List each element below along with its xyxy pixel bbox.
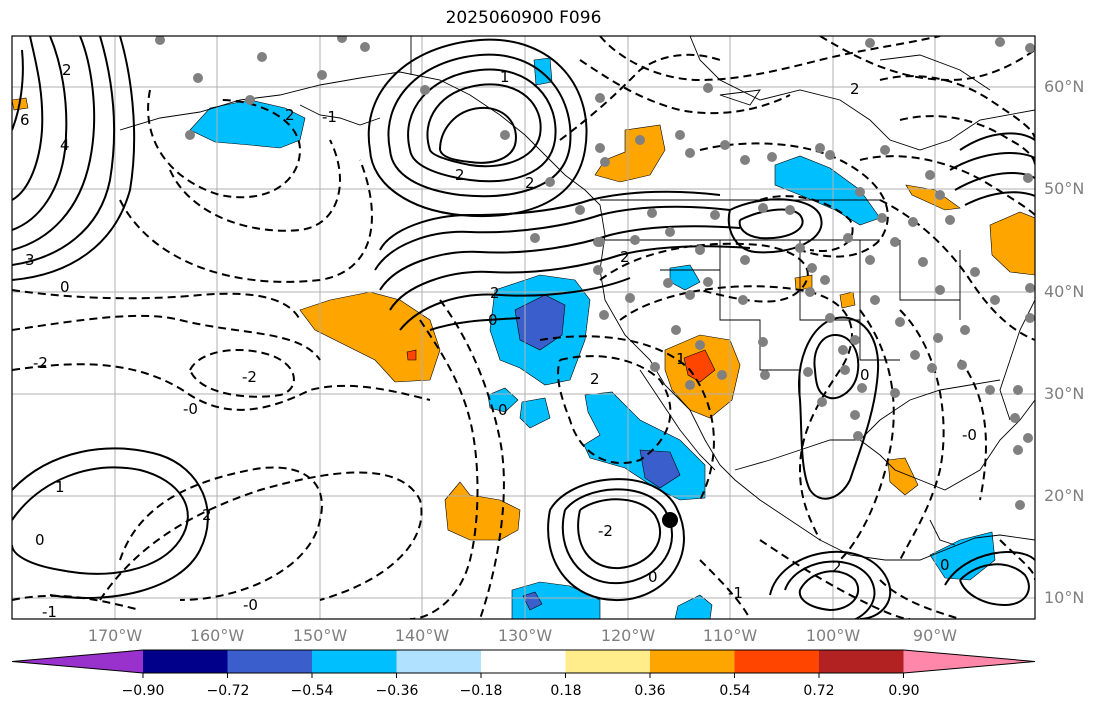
lat-label: 10°N xyxy=(1044,588,1085,607)
position-marker xyxy=(662,512,678,528)
contour-label: 0 xyxy=(35,531,45,549)
colorbar xyxy=(11,649,1036,678)
contour-label: 2 xyxy=(525,174,535,192)
fill-small-blue-4 xyxy=(533,57,553,86)
colorbar-extend-low xyxy=(12,650,143,673)
contour-label: 0 xyxy=(940,556,950,574)
contour-label: 2 xyxy=(202,506,212,524)
colorbar-tick-label: 0.18 xyxy=(550,683,582,699)
colorbar-tick-label: −0.54 xyxy=(290,683,334,699)
colorbar-segment xyxy=(565,650,651,673)
contour-label: 2 xyxy=(285,106,295,124)
contour-label: 2 xyxy=(620,248,630,266)
lat-label: 20°N xyxy=(1044,486,1085,505)
lon-label: 170°W xyxy=(87,626,143,645)
fill-east-orange xyxy=(989,211,1035,276)
lat-label: 40°N xyxy=(1044,282,1085,301)
contour-label: 2 xyxy=(490,284,500,302)
colorbar-segment xyxy=(819,650,904,673)
contour-label: -2 xyxy=(598,522,613,540)
fill-gulf-orange xyxy=(887,457,919,496)
colorbar-tick-label: −0.90 xyxy=(121,683,165,699)
station-dots xyxy=(155,36,1035,510)
contour-label: -2 xyxy=(242,368,257,386)
colorbar-segment xyxy=(734,650,820,673)
colorbar-segment xyxy=(143,650,228,673)
lat-label: 30°N xyxy=(1044,384,1085,403)
contour-label: -1 xyxy=(42,603,57,621)
fill-small-orange-2 xyxy=(839,291,856,309)
contour-label: 6 xyxy=(20,111,30,129)
contour-label: -0 xyxy=(962,426,977,444)
lon-label: 100°W xyxy=(805,626,861,645)
lon-label: 130°W xyxy=(497,626,553,645)
contour-label: 4 xyxy=(60,136,70,154)
fill-canada-blue xyxy=(774,155,881,226)
contour-label: 2 xyxy=(62,61,72,79)
lon-label: 120°W xyxy=(600,626,656,645)
lon-label: 110°W xyxy=(702,626,758,645)
contour-label: 3 xyxy=(25,251,35,269)
fill-baja-darkblue xyxy=(639,449,681,489)
lat-label: 50°N xyxy=(1044,179,1085,198)
colorbar-tick-label: −0.18 xyxy=(459,683,503,699)
contour-label: -2 xyxy=(33,354,48,372)
lon-label: 150°W xyxy=(292,626,348,645)
colorbar-segment xyxy=(312,650,397,673)
contour-label: 2 xyxy=(455,166,465,184)
fill-central-pacific-red xyxy=(406,349,417,361)
colorbar-tick-label: 0.90 xyxy=(888,683,920,699)
shading-layer xyxy=(12,57,1035,619)
fill-bottom-blue xyxy=(511,581,601,619)
contour-label: -0 xyxy=(243,596,258,614)
graticule xyxy=(12,36,1035,619)
fill-small-blue-2 xyxy=(519,397,551,429)
contour-label: 0 xyxy=(860,366,870,384)
fill-bottom-darkblue xyxy=(522,591,543,611)
solid-contours xyxy=(12,36,1035,619)
contour-label: 0 xyxy=(60,278,70,296)
fill-central-pacific-orange xyxy=(299,291,441,383)
colorbar-tick-label: −0.72 xyxy=(206,683,250,699)
dashed-contours xyxy=(12,36,1035,619)
coastlines xyxy=(119,36,1035,561)
colorbar-segment xyxy=(481,650,566,673)
colorbar-segment xyxy=(396,650,482,673)
map-border xyxy=(11,35,1036,620)
fill-bc-orange xyxy=(594,124,666,183)
fill-bottom-blue-2 xyxy=(674,594,713,619)
map-title: 2025060900 F096 xyxy=(445,8,602,28)
lon-label: 160°W xyxy=(189,626,245,645)
colorbar-extend-high xyxy=(903,650,1035,673)
colorbar-tick-label: 0.54 xyxy=(719,683,751,699)
colorbar-segment xyxy=(650,650,735,673)
colorbar-tick-label: 0.36 xyxy=(634,683,666,699)
colorbar-tick-label: −0.36 xyxy=(375,683,419,699)
contour-label: 1 xyxy=(55,478,65,496)
contour-label: 2 xyxy=(590,370,600,388)
contour-label: 0 xyxy=(488,311,498,329)
colorbar-segment xyxy=(227,650,313,673)
lon-label: 140°W xyxy=(394,626,450,645)
contour-label: 2 xyxy=(850,80,860,98)
contour-label: 1 xyxy=(676,350,686,368)
contour-label: -1 xyxy=(322,108,337,126)
contour-label: 1 xyxy=(500,68,510,86)
lat-label: 60°N xyxy=(1044,77,1085,96)
contour-label: 0 xyxy=(498,401,508,419)
contour-label: 2 xyxy=(832,558,842,576)
fill-alaska-blue xyxy=(189,99,306,149)
contour-label: 0 xyxy=(648,568,658,586)
colorbar-tick-label: 0.72 xyxy=(803,683,835,699)
lon-label: 90°W xyxy=(912,626,958,645)
contour-labels: 2 6 4 3 2 -1 0 2 1 2 -2 -0 1 0 -1 2 -2 -… xyxy=(20,61,977,621)
contour-label: -0 xyxy=(183,400,198,418)
contour-label: -1 xyxy=(728,584,743,602)
